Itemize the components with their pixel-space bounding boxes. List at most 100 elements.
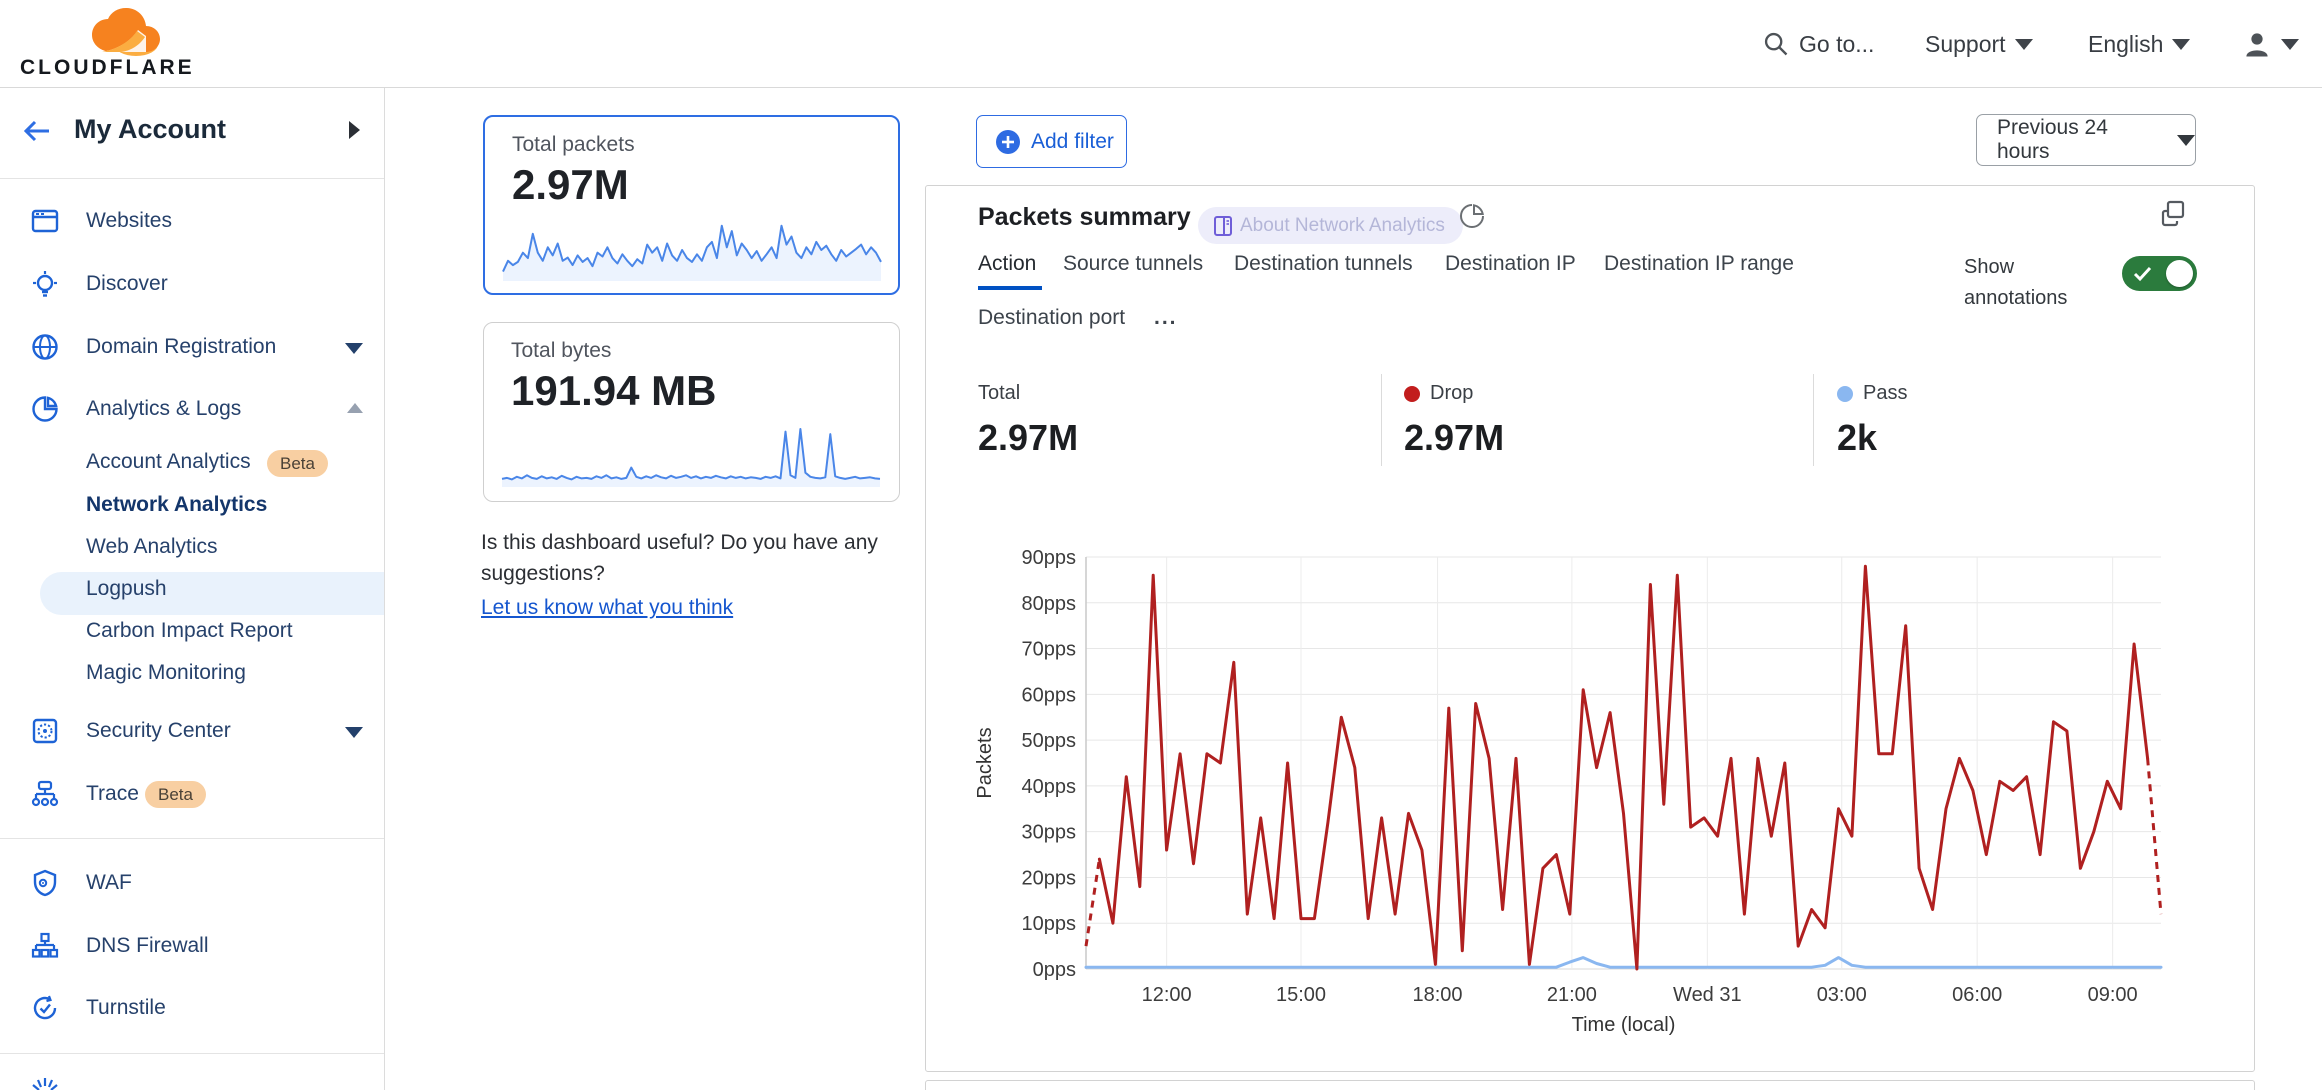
time-range-label: Previous 24 hours (1997, 116, 2108, 163)
svg-text:70pps: 70pps (1022, 639, 1077, 661)
chevron-down-icon (2177, 134, 2195, 146)
svg-text:80pps: 80pps (1022, 593, 1077, 615)
sidebar-item-websites[interactable]: Websites (0, 200, 384, 244)
more-tabs-button[interactable]: ... (1154, 306, 1178, 329)
card-label: Total packets (512, 133, 635, 156)
globe-icon (32, 334, 58, 360)
sidebar-subitem-network-analytics[interactable]: Network Analytics (0, 485, 384, 527)
svg-text:21:00: 21:00 (1547, 984, 1597, 1006)
sidebar-item-label: Domain Registration (86, 335, 277, 358)
sidebar-subitem-web-analytics[interactable]: Web Analytics (0, 527, 384, 569)
svg-text:18:00: 18:00 (1412, 984, 1462, 1006)
subitem-label: Web Analytics (86, 535, 218, 558)
active-tab-underline (978, 286, 1042, 290)
annotations-toggle[interactable] (2122, 256, 2197, 291)
svg-text:09:00: 09:00 (2088, 984, 2138, 1006)
clipped-nav-icon (32, 1078, 58, 1090)
sidebar: My Account Websites (0, 88, 385, 1090)
divider (0, 838, 384, 839)
tab-destination-ip[interactable]: Destination IP (1445, 252, 1576, 275)
logo-wordmark: CLOUDFLARE (20, 56, 195, 79)
sidebar-item-dns-firewall[interactable]: DNS Firewall (0, 925, 384, 969)
svg-text:0pps: 0pps (1033, 959, 1076, 981)
sidebar-item-discover[interactable]: Discover (0, 263, 384, 307)
sidebar-item-waf[interactable]: WAF (0, 862, 384, 906)
svg-text:20pps: 20pps (1022, 867, 1077, 889)
chevron-down-icon (345, 343, 363, 354)
svg-text:12:00: 12:00 (1142, 984, 1192, 1006)
drop-legend-dot (1404, 385, 1420, 402)
svg-text:10pps: 10pps (1022, 913, 1077, 935)
about-network-analytics-badge[interactable]: About Network Analytics (1198, 207, 1463, 244)
card-value: 2.97M (512, 161, 629, 208)
account-title: My Account (74, 114, 227, 144)
sidebar-item-security-center[interactable]: Security Center (0, 710, 384, 754)
sidebar-item-label: WAF (86, 871, 132, 894)
lightbulb-icon (33, 271, 57, 297)
chevron-down-icon (2014, 38, 2033, 50)
show-annotations-label: Show annotations (1964, 256, 2068, 309)
cloudflare-logo[interactable]: CLOUDFLARE (18, 6, 192, 82)
toggle-knob (2166, 260, 2193, 287)
stat-total-value: 2.97M (978, 417, 1079, 458)
language-label: English (2088, 30, 2164, 57)
feedback-line2: suggestions? (481, 562, 605, 585)
svg-text:30pps: 30pps (1022, 822, 1077, 844)
packets-time-series-chart: 0pps 10pps 20pps 30pps 40pps 50pps 60pps 70pps 8… (974, 547, 2163, 1036)
top-bar: CLOUDFLARE Go to... Support English (0, 0, 2322, 88)
total-bytes-card[interactable]: Total bytes 191.94 MB (483, 322, 900, 502)
chevron-right-icon[interactable] (346, 119, 362, 141)
chevron-down-icon (2281, 38, 2299, 50)
language-menu[interactable]: English (2088, 0, 2191, 88)
tab-destination-ip-range[interactable]: Destination IP range (1604, 252, 1794, 275)
sidebar-item-label: DNS Firewall (86, 934, 209, 957)
share-pie-icon[interactable] (1458, 202, 1486, 230)
stat-total-label: Total (978, 382, 1021, 404)
sidebar-subitem-logpush[interactable]: Logpush (0, 569, 384, 611)
tab-action[interactable]: Action (978, 252, 1037, 275)
sidebar-item-turnstile[interactable]: Turnstile (0, 987, 384, 1031)
tab-destination-port[interactable]: Destination port (978, 306, 1126, 329)
time-range-dropdown[interactable]: Previous 24 hours (1976, 114, 2196, 166)
sidebar-subitem-magic-monitoring[interactable]: Magic Monitoring (0, 653, 384, 695)
stat-pass-label: Pass (1863, 382, 1908, 404)
add-filter-label: Add filter (1031, 129, 1114, 153)
sidebar-item-label: Turnstile (86, 996, 166, 1019)
total-packets-card[interactable]: Total packets 2.97M (483, 115, 900, 295)
sidebar-item-domain-registration[interactable]: Domain Registration (0, 326, 384, 370)
account-menu[interactable] (2242, 0, 2299, 88)
sidebar-subitem-carbon-impact-report[interactable]: Carbon Impact Report (0, 611, 384, 653)
refresh-check-icon (33, 995, 57, 1020)
packets-summary-panel: Packets summary About Network Analytics … (925, 185, 2255, 1072)
sidebar-item-label: Analytics & Logs (86, 397, 242, 420)
book-icon (1214, 216, 1232, 236)
next-panel-edge (925, 1080, 2255, 1090)
about-badge-label: About Network Analytics (1240, 215, 1445, 236)
goto-search[interactable]: Go to... (1762, 0, 1874, 88)
card-value: 191.94 MB (511, 367, 717, 414)
svg-text:Packets: Packets (974, 727, 996, 798)
subitem-label: Account Analytics (86, 450, 251, 473)
support-menu[interactable]: Support (1925, 0, 2033, 88)
sidebar-item-label: Discover (86, 272, 168, 295)
svg-text:15:00: 15:00 (1276, 984, 1326, 1006)
bytes-sparkline (501, 428, 881, 487)
pie-chart-icon (32, 396, 58, 422)
svg-text:03:00: 03:00 (1817, 984, 1867, 1006)
svg-text:90pps: 90pps (1022, 547, 1077, 569)
add-filter-button[interactable]: Add filter (976, 115, 1127, 168)
sidebar-subitem-account-analytics[interactable]: Account Analytics Beta (0, 442, 384, 484)
feedback-block: Is this dashboard useful? Do you have an… (481, 527, 911, 623)
divider (1381, 374, 1382, 466)
cloudflare-cloud-icon (92, 8, 160, 56)
expand-copy-icon[interactable] (2158, 198, 2188, 228)
sidebar-item-trace[interactable]: Trace Beta (0, 773, 384, 817)
tab-source-tunnels[interactable]: Source tunnels (1063, 252, 1204, 275)
back-arrow-icon[interactable] (22, 118, 52, 144)
svg-text:Time (local): Time (local) (1572, 1014, 1676, 1036)
user-avatar-icon (2246, 33, 2268, 57)
sidebar-item-analytics-logs[interactable]: Analytics & Logs (0, 388, 384, 432)
vault-icon (32, 718, 58, 744)
feedback-link[interactable]: Let us know what you think (481, 596, 734, 619)
tab-destination-tunnels[interactable]: Destination tunnels (1234, 252, 1413, 275)
